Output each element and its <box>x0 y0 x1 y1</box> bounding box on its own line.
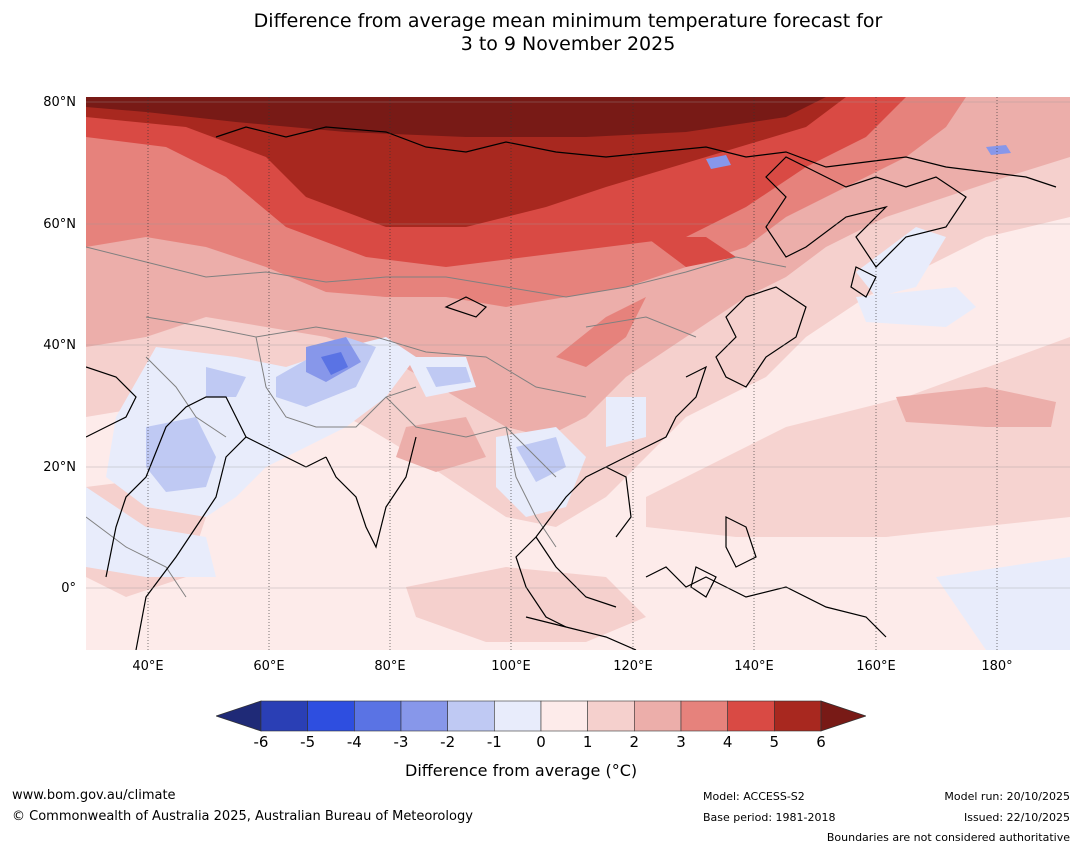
lon-label-60e: 60°E <box>253 659 285 674</box>
colorbar-segment <box>260 700 308 732</box>
colorbar-segment <box>354 700 402 732</box>
colorbar-segment <box>494 700 542 732</box>
colorbar-tick-label: 2 <box>629 733 640 751</box>
colorbar-segment <box>447 700 495 732</box>
country-boundaries <box>86 246 787 598</box>
disclaimer-text: Boundaries are not considered authoritat… <box>826 831 1070 844</box>
colorbar-tick-label: -1 <box>486 733 502 751</box>
colorbar-tick-label: 0 <box>536 733 546 751</box>
model-run-text: Model run: 20/10/2025 <box>944 790 1070 803</box>
lon-label-80e: 80°E <box>374 659 406 674</box>
lat-label-40n: 40°N <box>43 338 76 353</box>
colorbar-segment <box>540 700 588 732</box>
colorbar <box>216 700 866 732</box>
colorbar-tick-label: 6 <box>816 733 826 751</box>
longitude-gridlines <box>147 97 998 650</box>
colorbar-segment <box>727 700 775 732</box>
colorbar-tick-label: 4 <box>722 733 733 751</box>
lon-label-100e: 100°E <box>491 659 531 674</box>
colorbar-extend-low <box>216 700 262 732</box>
base-period-text: Base period: 1981-2018 <box>703 811 836 824</box>
anomaly-band-minus4-minus3 <box>321 352 348 375</box>
colorbar-segment <box>307 700 355 732</box>
website-text: www.bom.gov.au/climate <box>12 788 176 803</box>
colorbar-segment <box>400 700 448 732</box>
colorbar-tick-label: -2 <box>440 733 456 751</box>
lon-label-40e: 40°E <box>132 659 164 674</box>
title-line-2: 3 to 9 November 2025 <box>460 33 676 55</box>
colorbar-segment <box>587 700 635 732</box>
colorbar-tick-label: 1 <box>582 733 593 751</box>
coastlines <box>86 126 1057 650</box>
lat-label-80n: 80°N <box>43 95 76 110</box>
temperature-anomaly-map <box>86 97 1070 650</box>
lon-label-140e: 140°E <box>734 659 774 674</box>
colorbar-segment <box>680 700 728 732</box>
colorbar-tick-label: -6 <box>253 733 269 751</box>
lon-label-160e: 160°E <box>856 659 896 674</box>
colorbar-extend-high <box>820 700 866 732</box>
lat-label-20n: 20°N <box>43 460 76 475</box>
colorbar-tick-label: 3 <box>676 733 686 751</box>
latitude-gridlines <box>86 101 1070 589</box>
colorbar-tick-label: -4 <box>346 733 362 751</box>
title-line-1: Difference from average mean minimum tem… <box>253 10 883 32</box>
colorbar-segment <box>634 700 682 732</box>
lon-label-180: 180° <box>981 659 1013 674</box>
colorbar-tick-label: -5 <box>300 733 316 751</box>
colorbar-segment <box>774 700 822 732</box>
colorbar-tick-label: 5 <box>769 733 780 751</box>
model-text: Model: ACCESS-S2 <box>703 790 805 803</box>
issued-text: Issued: 22/10/2025 <box>963 811 1070 824</box>
lon-label-120e: 120°E <box>613 659 653 674</box>
chart-title: Difference from average mean minimum tem… <box>0 10 1081 56</box>
colorbar-tick-label: -3 <box>393 733 409 751</box>
lat-label-0: 0° <box>61 581 76 596</box>
colorbar-title: Difference from average (°C) <box>405 761 638 780</box>
copyright-text: © Commonwealth of Australia 2025, Austra… <box>12 809 473 824</box>
lat-label-60n: 60°N <box>43 217 76 232</box>
